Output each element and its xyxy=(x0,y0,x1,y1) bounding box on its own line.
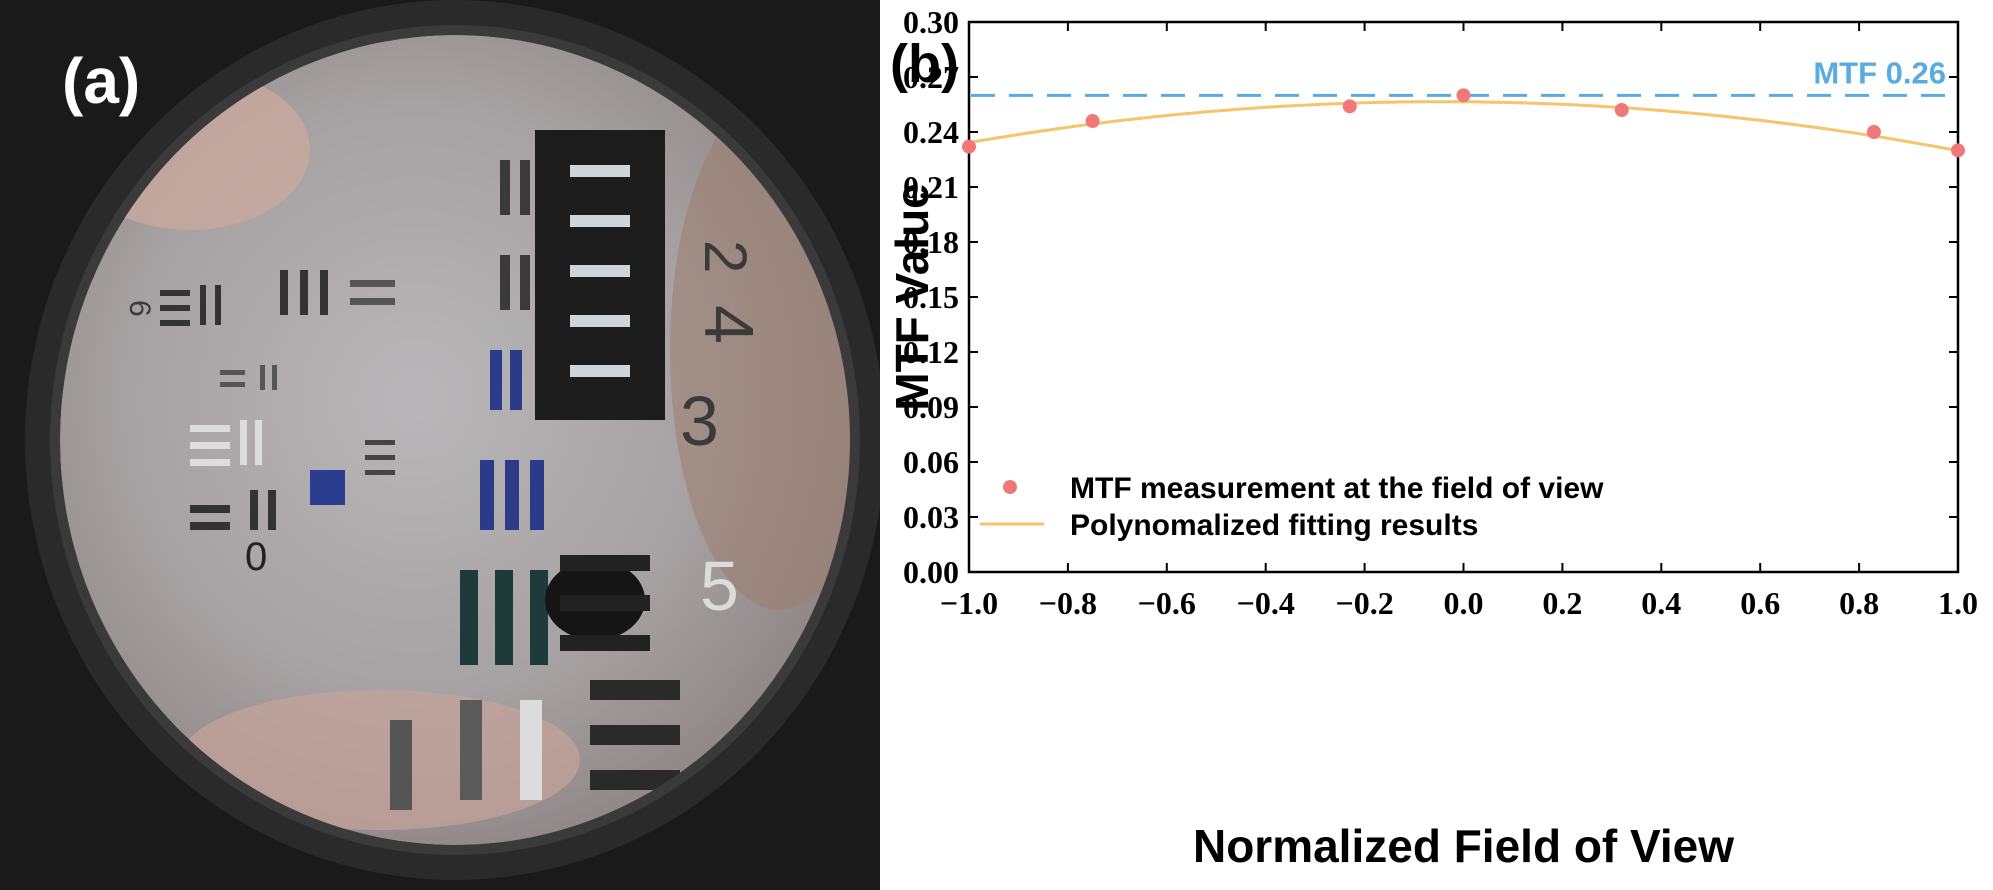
legend-label-fit: Polynomalized fitting results xyxy=(1070,509,1478,542)
svg-text:4: 4 xyxy=(690,305,768,344)
y-tick-label: 0.00 xyxy=(903,554,959,590)
lens-photo: 0 2 3 4 5 6 xyxy=(0,0,880,890)
resolution-target-large-bars xyxy=(480,130,665,530)
y-tick-label: 0.15 xyxy=(903,279,959,315)
x-tick-label: −0.8 xyxy=(1039,585,1097,621)
resolution-target-numbers: 0 2 3 4 5 6 xyxy=(123,240,768,625)
mtf-chart: 0.00 0.03 0.06 0.09 0.12 0.15 0.18 0.21 0.24 0.27… xyxy=(886,4,1978,872)
svg-text:5: 5 xyxy=(700,547,739,625)
panel-label-b: (b) xyxy=(890,34,959,94)
x-tick-label: 0.4 xyxy=(1641,585,1681,621)
x-tick-label: −0.6 xyxy=(1138,585,1196,621)
x-axis-title: Normalized Field of View xyxy=(1193,820,1734,872)
measurement-point xyxy=(1085,114,1100,128)
x-tick-label: 0.6 xyxy=(1740,585,1780,621)
y-tick-label: 0.27 xyxy=(903,59,959,95)
y-tick-label: 0.12 xyxy=(903,334,959,370)
svg-text:3: 3 xyxy=(680,382,719,460)
legend-marker-measurement xyxy=(1003,480,1017,494)
resolution-target-small-bars xyxy=(160,270,395,530)
y-tick-label: 0.21 xyxy=(903,169,959,205)
photo-panel: 0 2 3 4 5 6 (a) xyxy=(0,0,880,890)
y-tick-label: 0.30 xyxy=(903,4,959,40)
x-tick-label: 0.0 xyxy=(1444,585,1484,621)
measurement-point xyxy=(1866,125,1881,139)
resolution-target-bottom-bars xyxy=(390,555,680,810)
y-axis-ticks: 0.00 0.03 0.06 0.09 0.12 0.15 0.18 0.21 0.24 0.27… xyxy=(903,4,1958,590)
fit-curve xyxy=(968,100,1959,153)
y-tick-label: 0.06 xyxy=(903,444,959,480)
measurement-point xyxy=(1951,143,1965,158)
x-tick-label: −0.2 xyxy=(1335,585,1393,621)
svg-text:2: 2 xyxy=(692,240,759,273)
y-tick-label: 0.03 xyxy=(903,499,959,535)
y-tick-label: 0.18 xyxy=(903,224,959,260)
y-tick-label: 0.09 xyxy=(903,389,959,425)
legend-label-measurement: MTF measurement at the field of view xyxy=(1070,472,1604,505)
measurement-points xyxy=(962,88,1965,158)
measurement-point xyxy=(962,139,976,154)
svg-text:6: 6 xyxy=(123,300,156,317)
x-tick-label: 0.2 xyxy=(1542,585,1582,621)
x-tick-label: 1.0 xyxy=(1938,585,1978,621)
y-tick-label: 0.24 xyxy=(903,114,959,150)
measurement-point xyxy=(1456,88,1471,103)
x-axis-ticks: −1.0 −0.8 −0.6 −0.4 −0.2 0.0 0.2 0.4 0.6 0.8 1.0 xyxy=(940,22,1978,621)
y-axis-title: MTF Value xyxy=(886,183,938,410)
x-tick-label: −1.0 xyxy=(940,585,998,621)
measurement-point xyxy=(1614,103,1629,117)
svg-text:0: 0 xyxy=(245,535,267,579)
measurement-point xyxy=(1342,99,1357,114)
panel-label-a: (a) xyxy=(62,45,141,117)
reference-line-label: MTF 0.26 xyxy=(1813,55,1946,90)
x-tick-label: 0.8 xyxy=(1839,585,1879,621)
x-tick-label: −0.4 xyxy=(1237,585,1295,621)
legend: MTF measurement at the field of view Pol… xyxy=(980,472,1604,542)
